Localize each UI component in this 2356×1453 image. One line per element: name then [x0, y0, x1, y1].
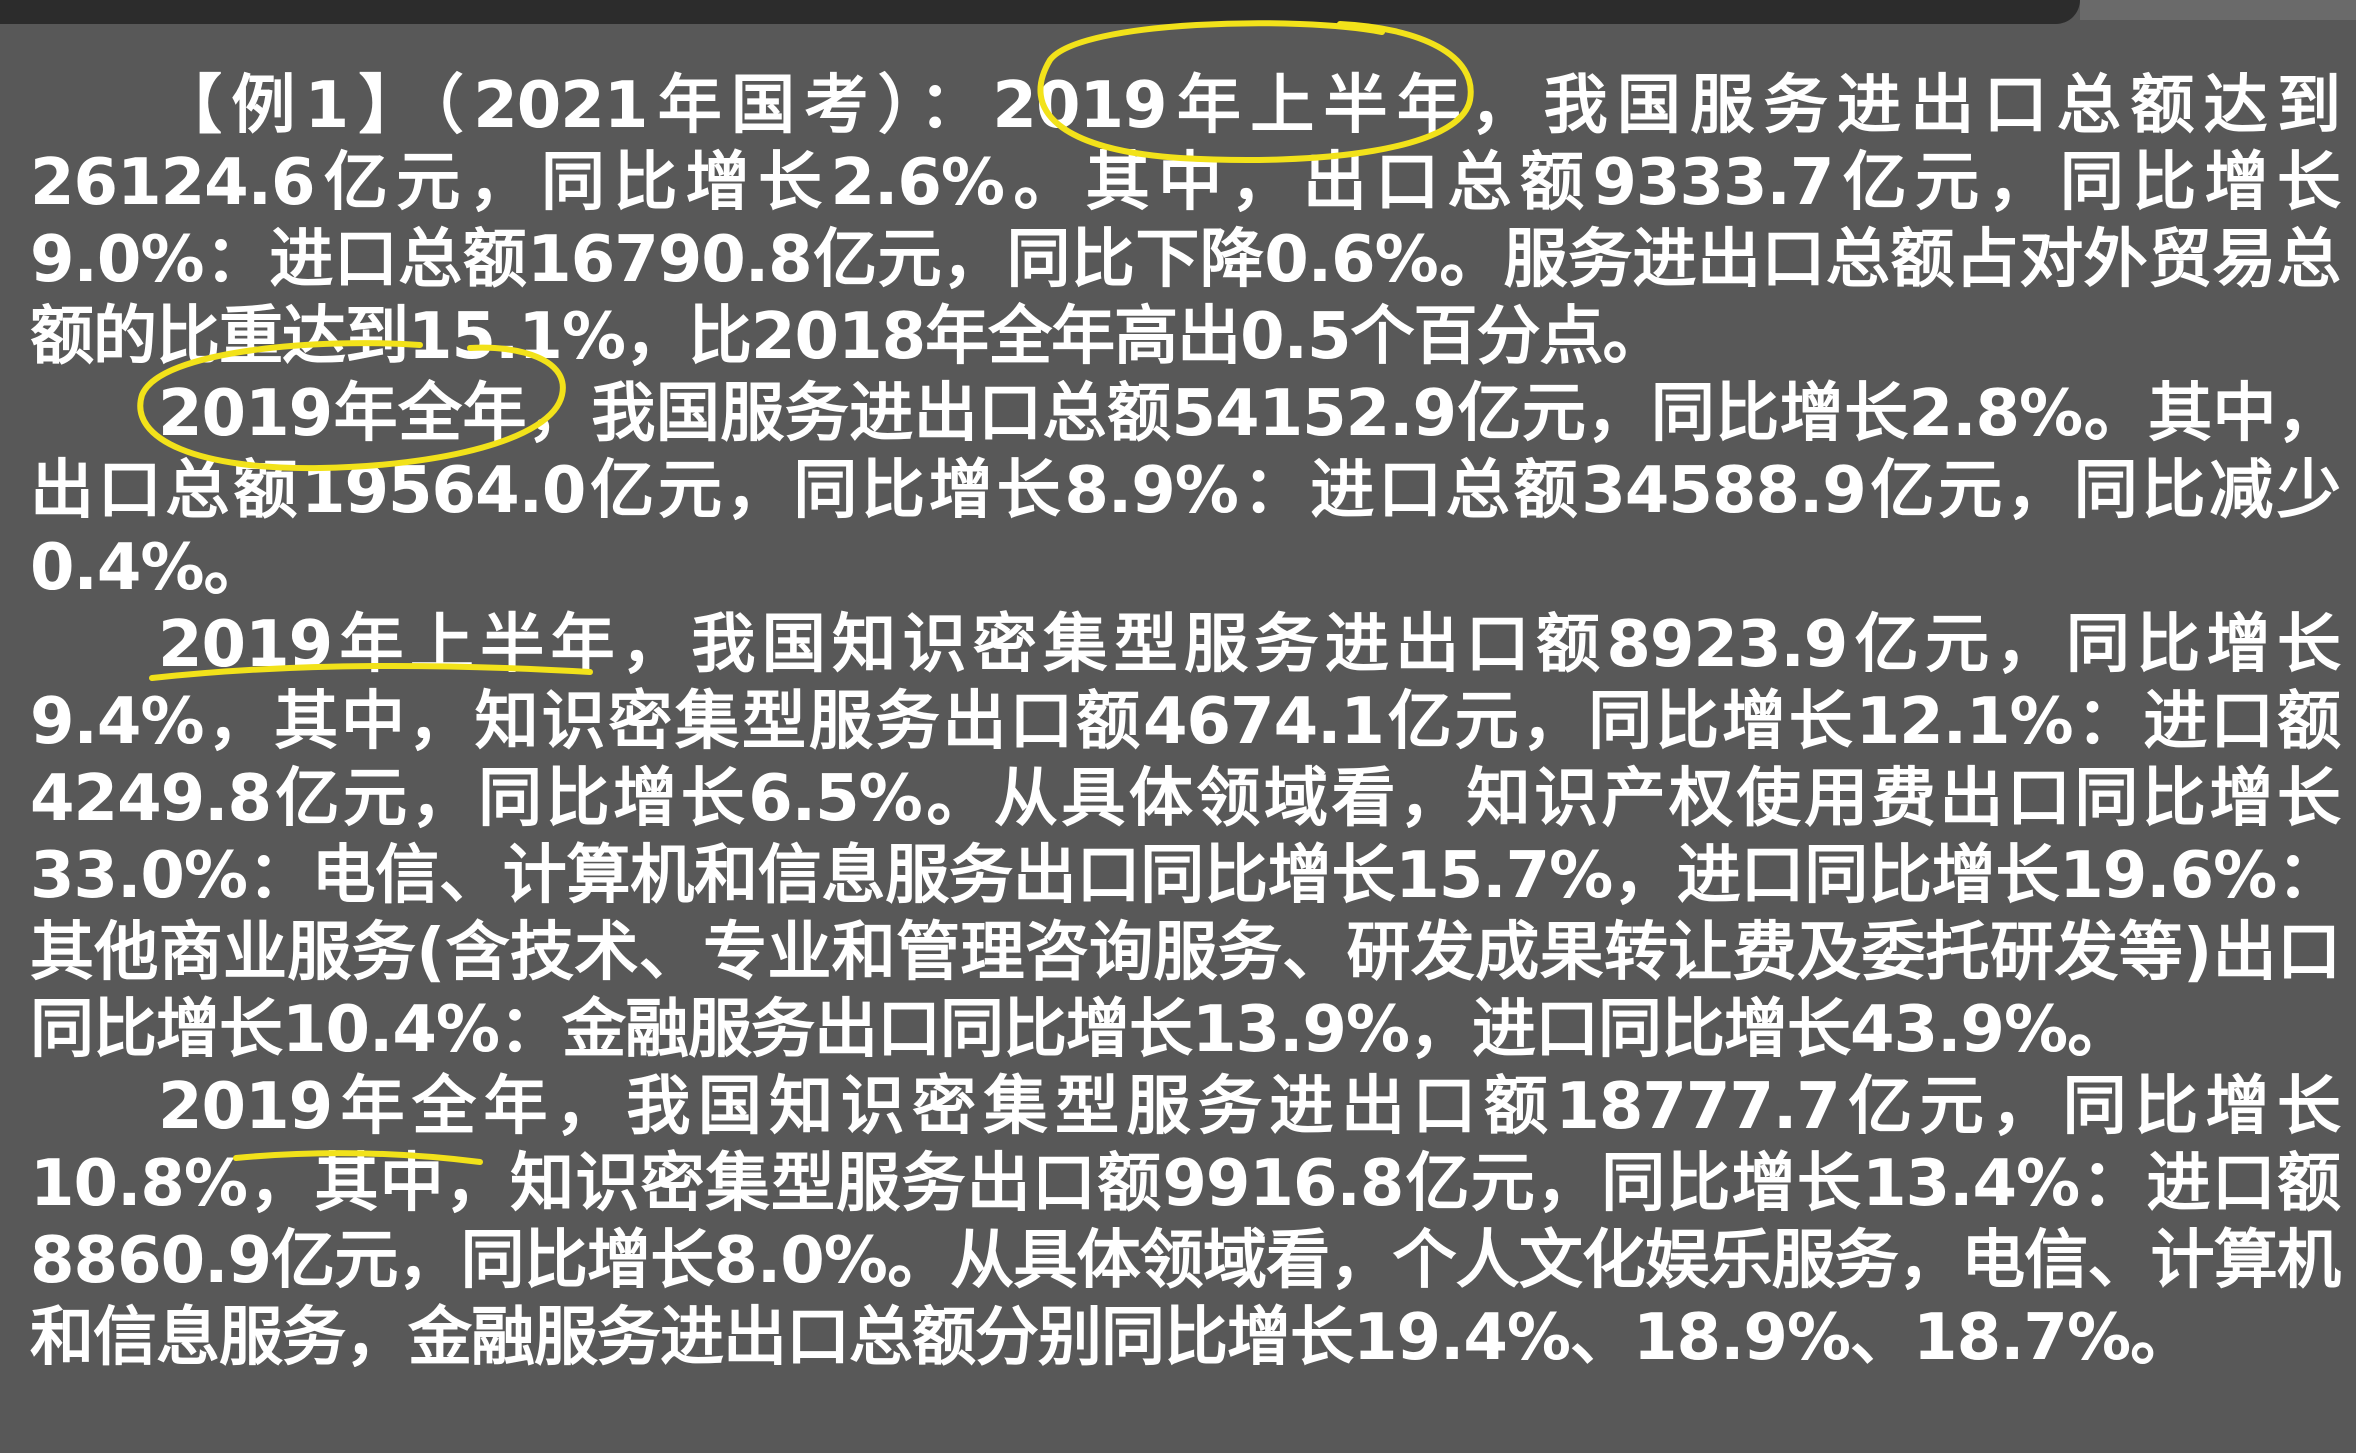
question-text: 【例1】（2021年国考）：2019年上半年，我国服务进出口总额达到26124.… [30, 68, 2341, 1377]
window-top-bar-edge [2080, 0, 2356, 20]
window-top-bar [0, 0, 2080, 24]
paragraph-4: 2019年全年，我国知识密集型服务进出口额18777.7亿元，同比增长10.8%… [30, 1070, 2341, 1375]
paragraph-1: 【例1】（2021年国考）：2019年上半年，我国服务进出口总额达到26124.… [30, 69, 2341, 374]
paragraph-2: 2019年全年，我国服务进出口总额54152.9亿元，同比增长2.8%。其中，出… [30, 377, 2341, 605]
paragraph-3: 2019年上半年，我国知识密集型服务进出口额8923.9亿元，同比增长9.4%，… [30, 608, 2341, 1067]
